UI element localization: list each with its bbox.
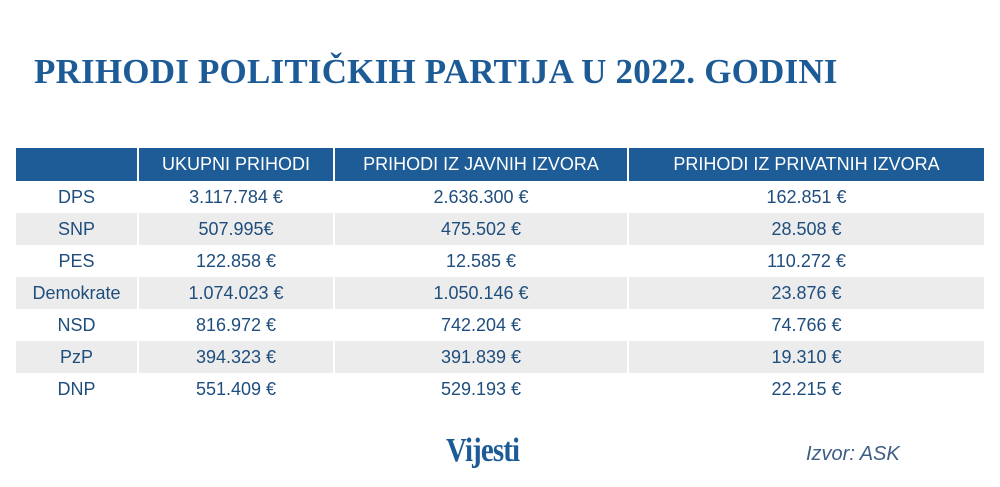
chart-title: PRIHODI POLITIČKIH PARTIJA U 2022. GODIN… xyxy=(34,52,838,91)
value-cell: 1.050.146 € xyxy=(334,277,629,309)
value-cell: 122.858 € xyxy=(138,245,335,277)
value-cell: 475.502 € xyxy=(334,213,629,245)
value-cell: 19.310 € xyxy=(628,341,984,373)
value-cell: 742.204 € xyxy=(334,309,629,341)
value-cell: 12.585 € xyxy=(334,245,629,277)
column-header xyxy=(16,148,139,181)
column-header: UKUPNI PRIHODI xyxy=(138,148,335,181)
table-row: PzP 394.323 €391.839 €19.310 € xyxy=(16,341,984,373)
table-row: Demokrate 1.074.023 €1.050.146 €23.876 € xyxy=(16,277,984,309)
source-note: Izvor: ASK xyxy=(806,443,900,465)
value-cell: 394.323 € xyxy=(138,341,335,373)
value-cell: 23.876 € xyxy=(628,277,984,309)
column-header: PRIHODI IZ JAVNIH IZVORA xyxy=(334,148,629,181)
value-cell: 391.839 € xyxy=(334,341,629,373)
table-row: PES 122.858 €12.585 € 110.272 € xyxy=(16,245,984,277)
value-cell: 28.508 € xyxy=(628,213,984,245)
table-row: SNP 507.995€ 475.502 €28.508 € xyxy=(16,213,984,245)
value-cell: 74.766 € xyxy=(771,314,842,335)
column-header: PRIHODI IZ PRIVATNIH IZVORA xyxy=(628,148,984,181)
table-row: NSD 816.972 €742.204 € 74.766 € xyxy=(16,309,984,341)
vijesti-logo: Vijesti xyxy=(446,432,520,469)
party-name-cell: DPS xyxy=(16,181,139,213)
party-name-cell: SNP xyxy=(16,213,139,245)
value-cell: 1.074.023 € xyxy=(138,277,335,309)
party-name-cell: NSD xyxy=(16,309,139,341)
table-header-row: UKUPNI PRIHODI PRIHODI IZ JAVNIH IZVORA PR… xyxy=(16,148,984,181)
value-cell: 816.972 € xyxy=(138,309,335,341)
revenue-table: UKUPNI PRIHODI PRIHODI IZ JAVNIH IZVORA PR… xyxy=(16,148,984,405)
value-cell: 110.272 € xyxy=(767,250,846,271)
party-name-cell: Demokrate xyxy=(16,277,139,309)
value-cell: 529.193 € xyxy=(334,373,629,405)
value-cell: 2.636.300 € xyxy=(334,181,629,213)
table-row: DNP 551.409 €529.193 € 22.215 € xyxy=(16,373,984,405)
value-cell: 507.995€ xyxy=(138,213,335,245)
party-name-cell: PzP xyxy=(16,341,139,373)
value-cell: 162.851 € xyxy=(766,186,847,207)
value-cell: 3.117.784 € xyxy=(138,181,335,213)
value-cell: 551.409 € xyxy=(138,373,335,405)
table-row: DPS 3.117.784 €2.636.300 € 162.851 € xyxy=(16,181,984,213)
party-name-cell: PES xyxy=(16,245,139,277)
party-name-cell: DNP xyxy=(16,373,139,405)
value-cell: 22.215 € xyxy=(771,378,842,399)
